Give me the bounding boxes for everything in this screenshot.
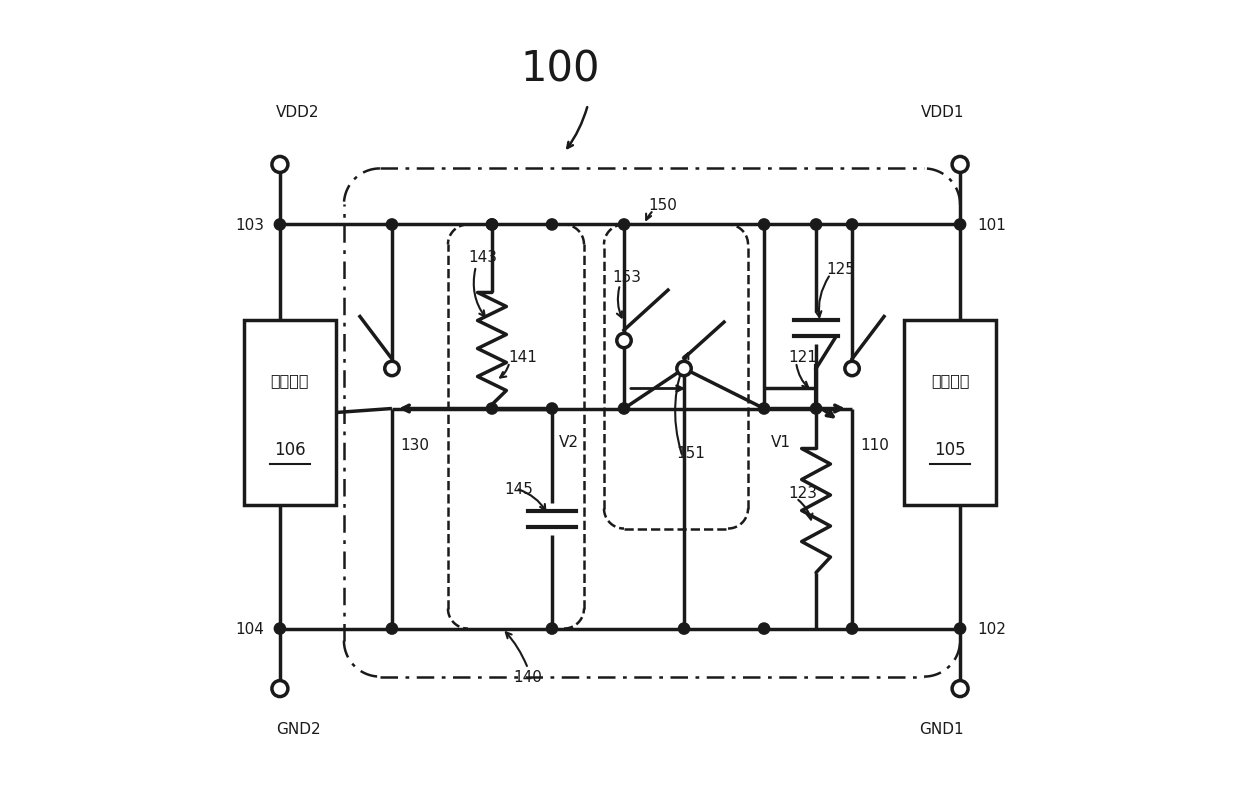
Circle shape [486,220,497,231]
Circle shape [547,623,558,634]
Text: GND1: GND1 [920,721,963,735]
Text: 123: 123 [789,485,817,500]
Circle shape [759,623,770,634]
Text: V2: V2 [558,435,578,450]
Circle shape [844,362,859,376]
Circle shape [387,220,398,231]
Text: 第一电路: 第一电路 [931,372,970,387]
Text: GND2: GND2 [277,721,320,735]
Text: 125: 125 [826,261,856,277]
Text: V1: V1 [770,435,790,450]
Text: 130: 130 [401,437,429,452]
Circle shape [678,623,689,634]
Text: 106: 106 [274,441,306,459]
Circle shape [616,334,631,348]
Circle shape [619,403,630,415]
Circle shape [486,403,497,415]
Text: 121: 121 [789,350,817,365]
Circle shape [274,220,285,231]
Text: 110: 110 [861,437,889,452]
Circle shape [955,220,966,231]
Circle shape [547,220,558,231]
Text: VDD2: VDD2 [277,105,320,120]
Circle shape [952,157,968,173]
Text: 151: 151 [676,445,704,460]
Text: 105: 105 [934,441,966,459]
Circle shape [955,623,966,634]
Circle shape [384,362,399,376]
Circle shape [677,362,691,376]
Circle shape [759,403,770,415]
Circle shape [619,220,630,231]
Circle shape [274,623,285,634]
Circle shape [847,623,858,634]
Bar [244,321,336,505]
Circle shape [486,220,497,231]
Circle shape [759,220,770,231]
Text: 140: 140 [513,669,542,684]
Text: 101: 101 [977,217,1007,233]
Text: 141: 141 [508,350,537,365]
Bar [904,321,996,505]
Text: 145: 145 [503,481,533,496]
Text: 103: 103 [234,217,264,233]
Circle shape [272,681,288,697]
Text: 153: 153 [613,269,641,285]
Circle shape [952,681,968,697]
Text: 104: 104 [236,622,264,636]
Text: 102: 102 [977,622,1007,636]
Circle shape [272,157,288,173]
Text: 100: 100 [521,48,600,91]
Circle shape [387,623,398,634]
Circle shape [547,403,558,415]
Text: 第二电路: 第二电路 [270,372,309,387]
Circle shape [811,403,822,415]
Text: 150: 150 [649,198,677,213]
Circle shape [811,220,822,231]
Text: 143: 143 [467,249,497,265]
Circle shape [847,220,858,231]
Text: VDD1: VDD1 [920,105,963,120]
